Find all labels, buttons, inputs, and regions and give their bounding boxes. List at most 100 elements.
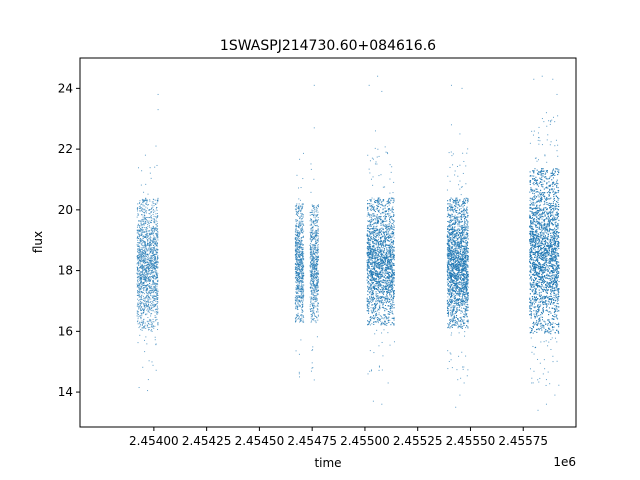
data-point [150,243,152,245]
data-point [310,284,312,286]
data-point [315,300,317,302]
data-point [136,216,138,218]
data-point [310,307,312,309]
data-point [136,226,138,228]
data-point [296,257,298,259]
data-point [144,280,146,282]
data-point [295,228,297,230]
data-point [379,237,381,239]
data-point [301,262,303,264]
data-point [317,293,319,295]
data-point [386,268,388,270]
data-point [367,276,369,278]
data-point [298,317,300,319]
data-point [142,324,144,326]
data-point [312,283,314,285]
data-point [151,265,153,267]
data-point [296,235,298,237]
data-point [309,238,311,240]
data-point [141,274,143,276]
data-point [146,234,148,236]
data-point [379,304,381,306]
data-point [302,301,304,303]
data-point [144,262,146,264]
data-point [148,223,150,225]
data-point [302,249,304,250]
data-point [139,250,141,252]
data-point [380,315,382,317]
data-point [310,310,311,312]
data-point [296,272,298,274]
data-point [153,263,155,265]
data-point [388,228,390,230]
data-point [148,233,150,235]
data-point [149,264,151,266]
data-point [140,280,142,282]
data-point [379,302,381,304]
data-point [309,308,311,310]
data-point [148,263,150,265]
data-point [150,262,152,264]
data-point [149,292,151,294]
data-point [301,218,303,220]
data-point [389,275,391,277]
data-point [317,272,319,274]
data-point [298,305,300,307]
data-point [143,250,145,252]
data-point [372,256,374,258]
data-point [140,284,142,286]
data-point [294,281,296,283]
data-point [296,278,298,280]
data-point [152,226,154,228]
data-point [375,223,377,225]
data-point [312,367,314,369]
data-point [156,282,158,284]
data-point [312,239,314,241]
data-point [372,206,374,208]
data-point [310,254,312,256]
data-point [375,250,377,252]
data-point [300,307,302,309]
data-point [367,256,369,258]
data-point [370,291,372,293]
data-point [145,265,147,267]
data-point [388,271,390,273]
data-point [376,312,378,314]
data-point [295,297,297,299]
data-point [298,274,299,276]
data-point [313,310,315,312]
data-point [144,234,146,236]
data-point [138,295,140,297]
data-point [374,270,376,272]
data-point [152,263,154,265]
data-point [139,235,141,237]
data-point [156,263,158,265]
data-point [375,315,377,317]
data-point [146,267,148,269]
data-point [294,268,296,270]
data-point [301,247,303,249]
data-point [152,228,154,230]
data-point [154,238,156,240]
data-point [150,216,152,218]
data-point [142,219,144,221]
data-point [136,315,138,317]
data-point [313,306,315,308]
data-point [151,255,153,257]
data-point [312,238,314,240]
data-point [140,287,142,289]
data-point [296,305,298,307]
data-point [384,225,386,227]
data-point [145,229,147,231]
data-point [143,199,145,201]
data-point [300,297,302,299]
data-point [149,326,151,328]
data-point [375,232,377,234]
data-point [372,204,374,206]
data-point [139,289,141,291]
data-point [385,215,387,217]
data-point [384,246,386,248]
data-point [383,251,385,253]
data-point [139,291,141,293]
data-point [313,280,315,282]
